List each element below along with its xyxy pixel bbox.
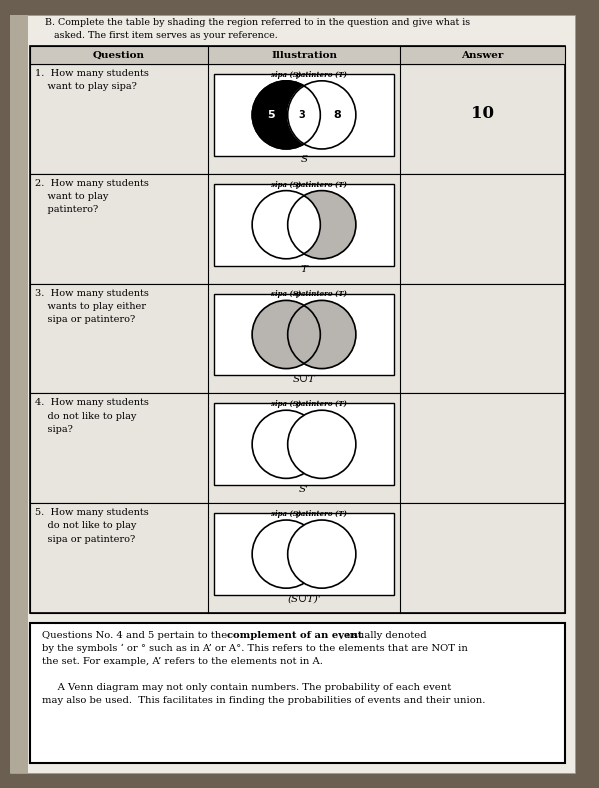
Text: sipa (S): sipa (S) <box>271 510 301 518</box>
Text: S∪T: S∪T <box>293 375 316 384</box>
Text: patintero (T): patintero (T) <box>297 71 347 79</box>
Bar <box>214 74 394 156</box>
Text: S: S <box>301 155 307 165</box>
Circle shape <box>252 300 320 369</box>
Text: (S∪T)': (S∪T)' <box>287 594 321 604</box>
Bar <box>30 64 565 174</box>
Circle shape <box>252 520 320 588</box>
Text: the set. For example, A’ refers to the elements not in A.: the set. For example, A’ refers to the e… <box>42 657 323 666</box>
Text: 3.  How many students
    wants to play either
    sipa or patintero?: 3. How many students wants to play eithe… <box>35 288 149 324</box>
Text: may also be used.  This facilitates in finding the probabilities of events and t: may also be used. This facilitates in fi… <box>42 696 485 705</box>
Bar <box>214 513 394 595</box>
Text: 2.  How many students
    want to play
    patintero?: 2. How many students want to play patint… <box>35 179 149 214</box>
Text: Illustration: Illustration <box>271 50 337 60</box>
Text: complement of an event: complement of an event <box>227 631 362 640</box>
Text: B. Complete the table by shading the region referred to in the question and give: B. Complete the table by shading the reg… <box>45 18 470 27</box>
Text: sipa (S): sipa (S) <box>271 400 301 408</box>
Circle shape <box>252 81 320 149</box>
Bar <box>30 393 565 504</box>
Text: by the symbols ‘ or ° such as in A’ or A°. This refers to the elements that are : by the symbols ‘ or ° such as in A’ or A… <box>42 644 468 653</box>
Bar <box>30 174 565 284</box>
Bar <box>214 403 394 485</box>
Text: , usually denoted: , usually denoted <box>340 631 426 640</box>
Circle shape <box>252 191 320 258</box>
Text: T: T <box>301 265 307 274</box>
Text: asked. The first item serves as your reference.: asked. The first item serves as your ref… <box>45 31 278 40</box>
Circle shape <box>288 520 356 588</box>
Text: patintero (T): patintero (T) <box>297 510 347 518</box>
Bar <box>30 284 565 393</box>
Bar <box>30 623 565 763</box>
Text: Questions No. 4 and 5 pertain to the: Questions No. 4 and 5 pertain to the <box>42 631 231 640</box>
Text: 4.  How many students
    do not like to play
    sipa?: 4. How many students do not like to play… <box>35 399 149 434</box>
Bar <box>30 46 565 613</box>
Bar <box>30 46 565 64</box>
Text: 1.  How many students
    want to play sipa?: 1. How many students want to play sipa? <box>35 69 149 91</box>
Text: A Venn diagram may not only contain numbers. The probability of each event: A Venn diagram may not only contain numb… <box>42 683 451 692</box>
Text: 5: 5 <box>267 110 275 120</box>
Bar <box>10 15 28 773</box>
Bar <box>214 184 394 266</box>
Bar <box>214 294 394 375</box>
Text: sipa (S): sipa (S) <box>271 291 301 299</box>
Circle shape <box>288 191 356 258</box>
Circle shape <box>288 300 356 369</box>
Text: patintero (T): patintero (T) <box>297 291 347 299</box>
Text: sipa (S): sipa (S) <box>271 180 301 188</box>
Text: S': S' <box>299 485 309 494</box>
Text: 10: 10 <box>471 106 494 122</box>
Circle shape <box>288 411 356 478</box>
Text: Answer: Answer <box>461 50 504 60</box>
Text: patintero (T): patintero (T) <box>297 180 347 188</box>
Text: 8: 8 <box>333 110 341 120</box>
Text: Question: Question <box>93 50 145 60</box>
Circle shape <box>288 81 356 149</box>
Text: 5.  How many students
    do not like to play
    sipa or patintero?: 5. How many students do not like to play… <box>35 508 149 544</box>
Bar <box>30 504 565 613</box>
Text: patintero (T): patintero (T) <box>297 400 347 408</box>
Circle shape <box>252 411 320 478</box>
Text: 3: 3 <box>298 110 305 120</box>
Text: sipa (S): sipa (S) <box>271 71 301 79</box>
